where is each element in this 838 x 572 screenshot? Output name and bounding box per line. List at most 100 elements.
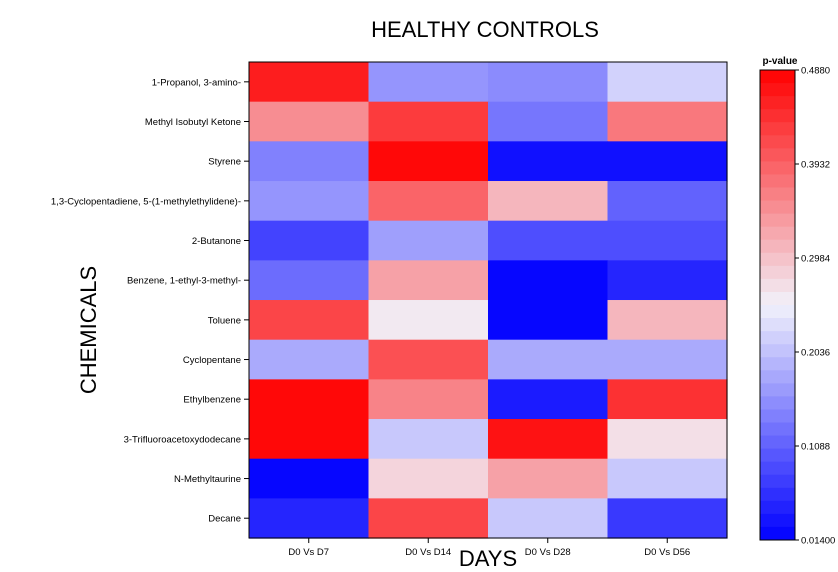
heatmap-cell: [607, 62, 728, 103]
colorbar-segment: [760, 305, 795, 319]
heatmap-cell: [368, 141, 489, 182]
colorbar-title: p-value: [762, 56, 797, 67]
heatmap-cell: [249, 260, 370, 301]
colorbar-segment: [760, 291, 795, 306]
heatmap-cell: [488, 220, 609, 261]
heatmap-cell: [607, 181, 728, 222]
plot-frame: [248, 61, 728, 539]
heatmap-cell: [607, 300, 728, 341]
colorbar-segment: [760, 500, 795, 515]
heatmap-cell: [249, 458, 370, 499]
heatmap-cell: [488, 458, 609, 499]
chart-title: HEALTHY CONTROLS: [371, 17, 599, 42]
row-label: 2-Butanone: [192, 236, 241, 247]
heatmap-cell: [249, 419, 370, 460]
heatmap-cell: [488, 141, 609, 182]
colorbar-segment: [760, 122, 795, 136]
heatmap-cell: [368, 62, 489, 103]
colorbar-segment: [760, 187, 795, 202]
colorbar-segment: [760, 370, 795, 384]
row-label: 1,3-Cyclopentadiene, 5-(1-methylethylide…: [51, 196, 241, 207]
heatmap-cell: [368, 260, 489, 301]
colorbar-segment: [760, 383, 795, 397]
colorbar-segment: [760, 135, 795, 149]
column-label: D0 Vs D56: [644, 547, 690, 558]
colorbar-tick-label: 0.2984: [801, 254, 830, 265]
heatmap-cell: [368, 339, 489, 380]
colorbar-segment: [760, 487, 795, 502]
row-label: Benzene, 1-ethyl-3-methyl-: [127, 276, 241, 287]
colorbar-segment: [760, 526, 795, 541]
heatmap-cell: [488, 62, 609, 103]
heatmap-cell: [368, 220, 489, 261]
heatmap-cell: [249, 379, 370, 420]
colorbar-segment: [760, 409, 795, 423]
colorbar-segment: [760, 83, 795, 97]
colorbar-segment: [760, 448, 795, 463]
colorbar-segment: [760, 226, 795, 241]
colorbar-segment: [760, 109, 795, 123]
colorbar-segment: [760, 435, 795, 450]
colorbar-frame: [759, 69, 796, 541]
row-label: N-Methyltaurine: [174, 474, 241, 485]
column-label: D0 Vs D28: [525, 547, 571, 558]
heatmap-cell: [607, 419, 728, 460]
heatmap-cells: [249, 62, 728, 539]
colorbar-segment: [760, 96, 795, 110]
colorbar-segment: [760, 161, 795, 175]
heatmap-cell: [488, 300, 609, 341]
heatmap-cell: [607, 498, 728, 539]
heatmap-cell: [249, 498, 370, 539]
column-label: D0 Vs D14: [405, 547, 451, 558]
colorbar-segment: [760, 239, 795, 254]
row-label: 1-Propanol, 3-amino-: [152, 77, 241, 88]
colorbar-segment: [760, 278, 795, 293]
heatmap-cell: [488, 339, 609, 380]
y-axis-title: CHEMICALS: [76, 266, 101, 394]
colorbar-tick-label: 0.2036: [801, 348, 830, 359]
colorbar-segment: [760, 70, 795, 84]
colorbar-tick-label: 0.1088: [801, 442, 830, 453]
colorbar-tick-label: 0.3932: [801, 160, 830, 171]
heatmap-cell: [368, 300, 489, 341]
heatmap-cell: [249, 101, 370, 142]
heatmap-cell: [488, 260, 609, 301]
colorbar-segment: [760, 344, 795, 358]
row-label: Methyl Isobutyl Ketone: [145, 117, 241, 128]
heatmap-cell: [368, 101, 489, 142]
heatmap-cell: [368, 498, 489, 539]
row-label: Ethylbenzene: [183, 395, 241, 406]
colorbar-segment: [760, 422, 795, 437]
colorbar-tick-label: 0.4880: [801, 66, 830, 77]
heatmap-cell: [488, 379, 609, 420]
colorbar-segment: [760, 318, 795, 332]
x-axis-title: DAYS: [459, 546, 517, 571]
colorbar-segment: [760, 213, 795, 228]
heatmap-cell: [249, 62, 370, 103]
heatmap-cell: [249, 339, 370, 380]
colorbar-segment: [760, 174, 795, 188]
heatmap-cell: [607, 260, 728, 301]
heatmap-cell: [607, 220, 728, 261]
heatmap-cell: [249, 220, 370, 261]
colorbar-segment: [760, 357, 795, 371]
heatmap-cell: [488, 498, 609, 539]
row-label: Cyclopentane: [183, 355, 241, 366]
heatmap-cell: [488, 181, 609, 222]
heatmap-cell: [607, 141, 728, 182]
row-label: Toluene: [208, 315, 241, 326]
row-label: Styrene: [208, 157, 241, 168]
heatmap-cell: [607, 458, 728, 499]
heatmap-cell: [368, 181, 489, 222]
colorbar-segment: [760, 331, 795, 345]
colorbar-segment: [760, 474, 795, 489]
colorbar-segment: [760, 396, 795, 410]
colorbar-segment: [760, 148, 795, 162]
column-labels: D0 Vs D7 D0 Vs D14 D0 Vs D28 D0 Vs D56: [288, 538, 690, 558]
heatmap-cell: [607, 379, 728, 420]
row-label: 3-Trifluoroacetoxydodecane: [124, 434, 241, 445]
heatmap-cell: [249, 141, 370, 182]
heatmap-cell: [249, 300, 370, 341]
heatmap-cell: [488, 101, 609, 142]
colorbar-segment: [760, 461, 795, 476]
